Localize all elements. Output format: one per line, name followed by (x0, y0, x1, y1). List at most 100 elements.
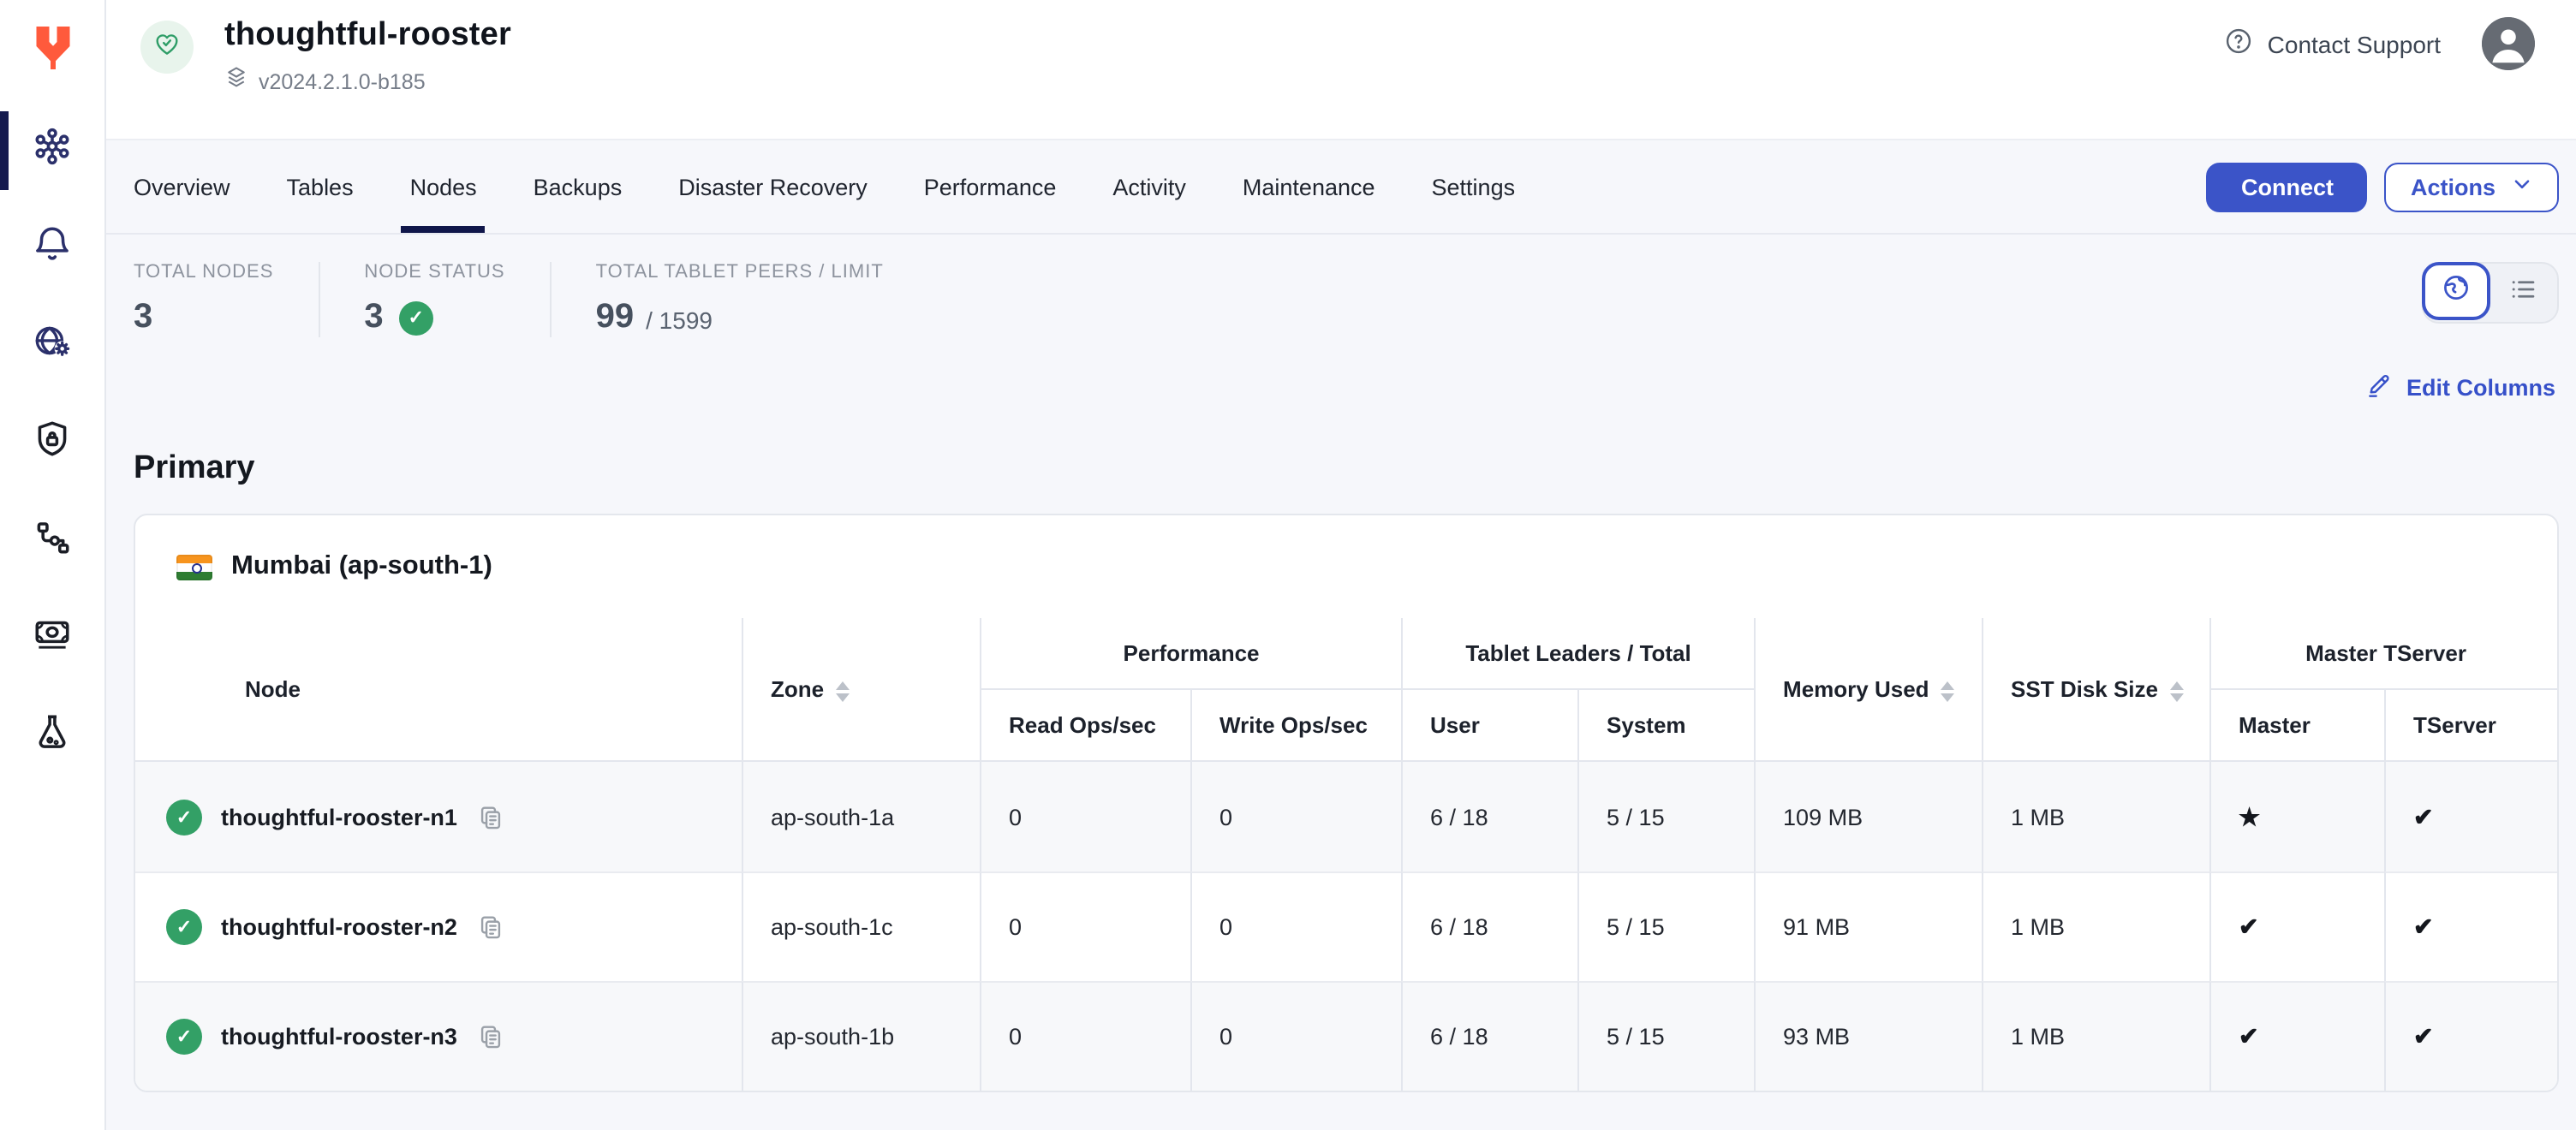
chevron-down-icon (2511, 173, 2533, 200)
help-circle-icon (2223, 26, 2254, 62)
map-view-toggle[interactable] (2422, 262, 2490, 320)
heart-check-icon (152, 28, 182, 66)
memory-cell: 109 MB (1754, 762, 1983, 871)
zone-cell: ap-south-1b (742, 981, 980, 1091)
tab-disaster-recovery[interactable]: Disaster Recovery (678, 174, 868, 199)
node-cell: ✓ thoughtful-rooster-n2 (163, 909, 742, 945)
tserver-check-icon: ✔ (2384, 762, 2557, 871)
contact-support-label: Contact Support (2267, 30, 2441, 57)
tablet-peers-limit: / 1599 (646, 306, 713, 333)
actions-button-label: Actions (2410, 174, 2496, 199)
cluster-health-badge (140, 21, 194, 74)
cluster-hub-icon (31, 125, 74, 176)
tab-nodes[interactable]: Nodes (401, 140, 486, 233)
user-tablets-cell: 6 / 18 (1401, 762, 1578, 871)
copy-icon[interactable] (476, 1022, 505, 1051)
sidebar-item-regions[interactable] (0, 305, 104, 387)
copy-icon[interactable] (476, 913, 505, 942)
tserver-check-icon: ✔ (2384, 871, 2557, 981)
title-block: thoughtful-rooster v2024.2.1.0-b185 (224, 17, 511, 98)
master-leader-star-icon: ★ (2209, 762, 2385, 871)
node-name: thoughtful-rooster-n3 (221, 1024, 457, 1050)
tab-backups[interactable]: Backups (533, 174, 623, 199)
column-header-zone[interactable]: Zone (742, 618, 980, 762)
table-row[interactable]: ✓ thoughtful-rooster-n3 ap-south-1b 0 0 … (135, 981, 2557, 1091)
sidebar-item-integrations[interactable] (0, 500, 104, 582)
tab-tables[interactable]: Tables (286, 174, 354, 199)
node-cell: ✓ thoughtful-rooster-n1 (163, 799, 742, 835)
view-toggle (2422, 262, 2559, 324)
sidebar-item-alerts[interactable] (0, 207, 104, 289)
stat-total-nodes: TOTAL NODES 3 (134, 262, 320, 337)
column-header-sst-label: SST Disk Size (2011, 676, 2158, 702)
column-header-write-ops: Write Ops/sec (1190, 690, 1402, 762)
stat-value: 3 (134, 298, 153, 336)
copy-icon[interactable] (476, 802, 505, 831)
sidebar-nav (0, 110, 104, 777)
sst-cell: 1 MB (1982, 981, 2210, 1091)
tab-maintenance[interactable]: Maintenance (1242, 174, 1375, 199)
stat-label: NODE STATUS (364, 262, 505, 282)
tab-performance[interactable]: Performance (923, 174, 1057, 199)
table-row[interactable]: ✓ thoughtful-rooster-n2 ap-south-1c 0 0 … (135, 871, 2557, 981)
main-area: thoughtful-rooster v2024.2.1.0-b185 (106, 0, 2576, 1130)
node-name: thoughtful-rooster-n1 (221, 804, 457, 830)
user-tablets-cell: 6 / 18 (1401, 981, 1578, 1091)
column-header-node: Node (135, 618, 742, 762)
actions-button[interactable]: Actions (2384, 162, 2559, 211)
version-row: v2024.2.1.0-b185 (224, 65, 511, 98)
edit-columns-row: Edit Columns (106, 372, 2576, 404)
read-ops-cell: 0 (980, 762, 1190, 871)
tablet-peers-count: 99 (595, 298, 635, 336)
table-row[interactable]: ✓ thoughtful-rooster-n1 ap-south-1a 0 0 … (135, 762, 2557, 871)
sst-cell: 1 MB (1982, 762, 2210, 871)
flow-icon (31, 515, 74, 567)
check-circle-icon: ✓ (398, 300, 433, 335)
column-header-user: User (1401, 690, 1578, 762)
bell-icon (31, 223, 74, 274)
list-icon (2507, 273, 2538, 312)
region-title: Mumbai (ap-south-1) (231, 551, 492, 580)
tabs: Overview Tables Nodes Backups Disaster R… (134, 140, 1515, 233)
contact-support-link[interactable]: Contact Support (2223, 26, 2441, 62)
column-header-system: System (1577, 690, 1755, 762)
tab-bar: Overview Tables Nodes Backups Disaster R… (106, 140, 2576, 235)
sidebar-item-labs[interactable] (0, 695, 104, 777)
tab-settings[interactable]: Settings (1431, 174, 1516, 199)
region-card: Mumbai (ap-south-1) Node Zone Performanc… (134, 514, 2559, 1092)
column-header-memory-label: Memory Used (1783, 676, 1929, 702)
sidebar-item-billing[interactable] (0, 598, 104, 680)
read-ops-cell: 0 (980, 871, 1190, 981)
yugabyte-logo-icon[interactable] (27, 19, 78, 77)
sidebar-item-clusters[interactable] (0, 110, 104, 192)
tab-overview[interactable]: Overview (134, 174, 230, 199)
connect-button[interactable]: Connect (2206, 162, 2368, 211)
write-ops-cell: 0 (1190, 981, 1402, 1091)
sidebar-item-security[interactable] (0, 402, 104, 485)
zone-cell: ap-south-1a (742, 762, 980, 871)
page-title: thoughtful-rooster (224, 17, 511, 53)
node-health-check-icon: ✓ (166, 799, 202, 835)
sidebar (0, 0, 106, 1130)
memory-cell: 91 MB (1754, 871, 1983, 981)
stat-label: TOTAL NODES (134, 262, 274, 282)
column-header-memory[interactable]: Memory Used (1754, 618, 1983, 762)
avatar[interactable] (2482, 17, 2535, 70)
memory-cell: 93 MB (1754, 981, 1983, 1091)
column-group-tablet-leaders: Tablet Leaders / Total (1401, 618, 1755, 690)
column-header-sst[interactable]: SST Disk Size (1982, 618, 2210, 762)
column-group-performance: Performance (980, 618, 1402, 690)
tab-activity[interactable]: Activity (1112, 174, 1186, 199)
sst-cell: 1 MB (1982, 871, 2210, 981)
node-health-check-icon: ✓ (166, 1019, 202, 1055)
write-ops-cell: 0 (1190, 762, 1402, 871)
read-ops-cell: 0 (980, 981, 1190, 1091)
globe-gear-icon (31, 320, 74, 372)
india-flag-icon (176, 554, 212, 580)
user-tablets-cell: 6 / 18 (1401, 871, 1578, 981)
edit-columns-button[interactable]: Edit Columns (2365, 372, 2555, 404)
column-header-zone-label: Zone (771, 676, 825, 702)
stat-node-status: NODE STATUS 3 ✓ (319, 262, 552, 337)
list-view-toggle[interactable] (2489, 264, 2557, 322)
region-card-header: Mumbai (ap-south-1) (135, 515, 2557, 618)
